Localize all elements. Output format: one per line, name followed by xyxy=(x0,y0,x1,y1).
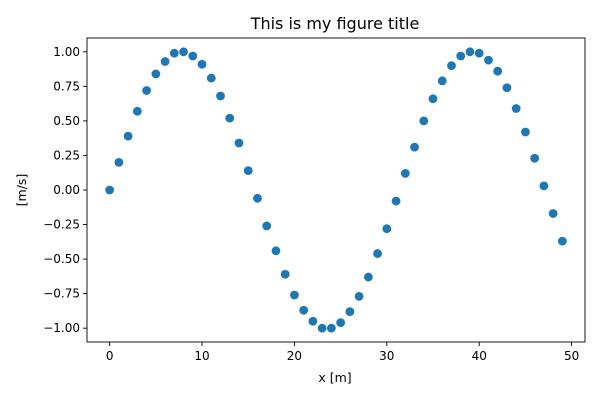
data-point xyxy=(539,181,549,191)
x-tick-label: 50 xyxy=(564,349,579,363)
x-tick-label: 30 xyxy=(379,349,394,363)
data-point xyxy=(142,86,151,95)
data-point xyxy=(382,224,392,234)
y-tick-label: 0.75 xyxy=(53,79,80,93)
data-point xyxy=(132,106,142,116)
data-point xyxy=(243,166,253,176)
y-tick-label: −0.75 xyxy=(43,287,80,301)
y-tick-label: 0.25 xyxy=(53,148,80,162)
y-tick-label: 0.00 xyxy=(53,183,80,197)
data-point xyxy=(262,221,272,231)
data-point xyxy=(465,47,475,57)
data-point xyxy=(484,55,493,65)
data-point xyxy=(447,61,456,71)
data-point xyxy=(511,104,521,113)
data-point xyxy=(456,51,466,61)
data-point xyxy=(123,131,133,141)
data-point xyxy=(363,272,373,282)
data-point xyxy=(521,127,530,137)
data-point xyxy=(188,51,198,61)
data-point xyxy=(197,59,207,69)
data-point xyxy=(474,48,484,58)
data-point xyxy=(373,249,382,258)
scatter-series xyxy=(105,47,567,333)
data-point xyxy=(437,76,447,86)
data-point xyxy=(271,246,281,256)
data-point xyxy=(326,323,336,333)
x-axis-label: x [m] xyxy=(318,370,351,385)
data-point xyxy=(400,169,410,178)
data-point xyxy=(206,73,216,83)
x-tick-label: 20 xyxy=(287,349,302,363)
data-point xyxy=(160,57,170,66)
axes-frame xyxy=(86,37,586,343)
data-point xyxy=(308,316,318,326)
data-point xyxy=(419,116,429,126)
x-axis: 0 10 20 30 40 50 xyxy=(106,342,579,363)
data-point xyxy=(216,91,225,101)
data-point xyxy=(253,193,262,203)
data-point xyxy=(557,236,567,246)
data-point xyxy=(548,209,558,218)
data-point xyxy=(391,196,401,206)
data-point xyxy=(169,48,179,58)
data-point xyxy=(345,307,355,316)
data-point xyxy=(410,142,419,152)
data-point xyxy=(151,69,161,79)
data-point xyxy=(179,47,188,57)
data-point xyxy=(336,318,346,328)
y-tick-label: −0.25 xyxy=(43,218,80,232)
data-point xyxy=(428,94,438,104)
y-tick-label: −1.00 xyxy=(43,321,80,335)
data-point xyxy=(280,269,290,279)
data-point xyxy=(234,138,244,148)
y-axis: 1.00 0.75 0.50 0.25 0.00 −0.25 −0.50 −0.75 −1.00 xyxy=(43,45,87,335)
data-point xyxy=(530,153,540,163)
y-tick-label: −0.50 xyxy=(43,252,80,266)
x-tick-label: 10 xyxy=(194,349,209,363)
data-point xyxy=(225,113,235,123)
data-point xyxy=(502,83,512,93)
y-tick-label: 0.50 xyxy=(53,114,80,128)
data-point xyxy=(299,305,309,315)
data-point xyxy=(290,290,299,300)
data-point xyxy=(114,157,124,167)
data-point xyxy=(105,185,115,195)
x-tick-label: 0 xyxy=(106,349,114,363)
plot-area xyxy=(86,37,586,343)
chart-title: This is my figure title xyxy=(250,14,420,33)
x-tick-label: 40 xyxy=(472,349,487,363)
y-axis-label: [m/s] xyxy=(14,174,29,207)
data-point xyxy=(493,66,503,76)
data-point xyxy=(317,323,327,333)
data-point xyxy=(354,292,364,301)
y-tick-label: 1.00 xyxy=(53,45,80,59)
